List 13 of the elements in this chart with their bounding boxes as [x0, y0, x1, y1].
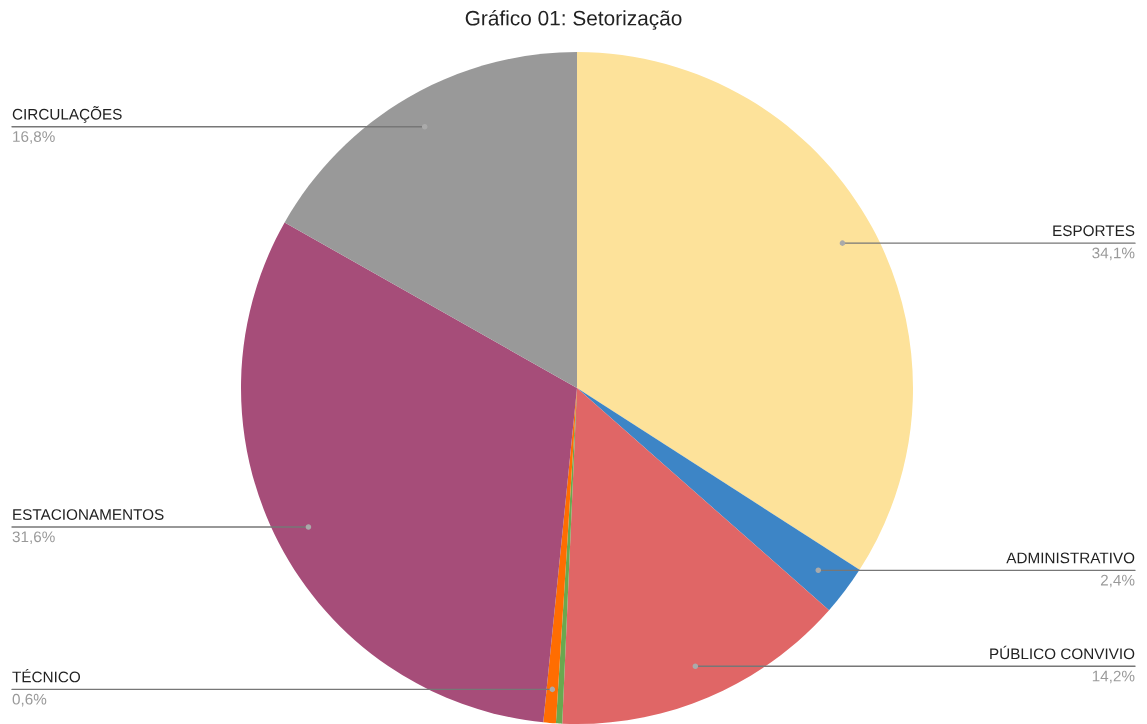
data-label: 2,4%	[1100, 574, 1135, 588]
slice-label: PÚBLICO CONVIVIO	[990, 645, 1135, 660]
data-label: 31,6%	[12, 531, 55, 544]
slice-label: TÉCNICO	[12, 668, 81, 683]
slice-label: CIRCULAÇÕES	[12, 106, 122, 123]
slice-label: ESTACIONAMENTOS	[13, 509, 164, 520]
slice-label: ADMINISTRATIVO	[1006, 552, 1135, 564]
data-label: 16,8%	[13, 131, 55, 144]
data-label: 0,6%	[12, 693, 47, 707]
chart-title: Gráfico 01: Setorização	[465, 10, 682, 30]
data-label: 14,2%	[1092, 670, 1135, 684]
data-label: 34,1%	[1092, 247, 1135, 261]
slice-label: ESPORTES	[1053, 225, 1135, 237]
